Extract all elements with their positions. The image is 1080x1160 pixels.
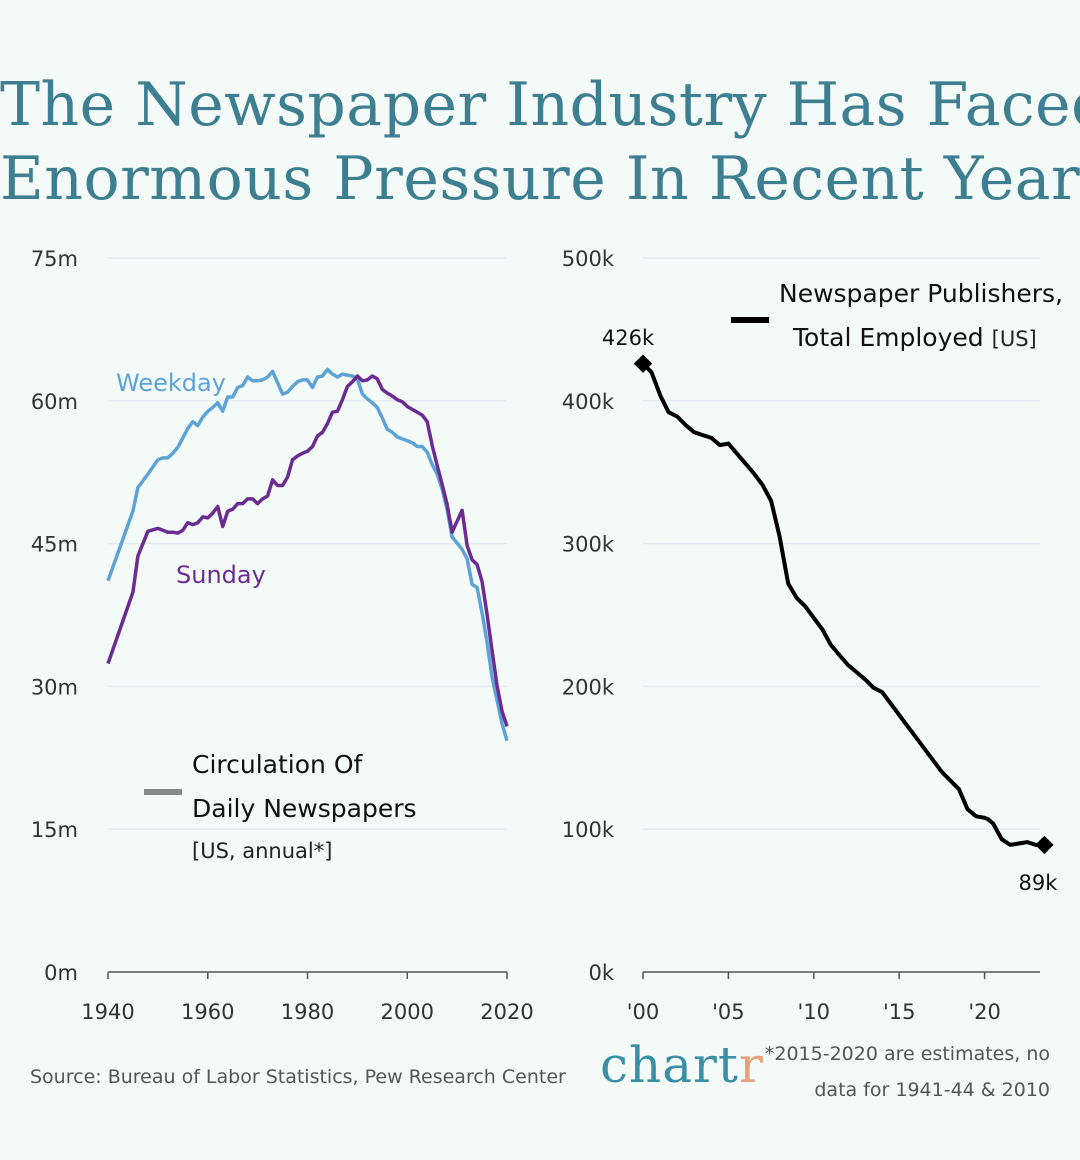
left-x-tick-label: 1940 [81,1000,134,1024]
left-legend-subtitle: [US, annual*] [192,839,332,863]
title-line-1: The Newspaper Industry Has Faced [0,70,1080,140]
right-x-tick-label: '00 [627,1000,660,1024]
right-gridlines [643,257,1040,830]
right-x-tick-label: '20 [968,1000,1001,1024]
right-y-tick-label: 200k [562,675,615,699]
title-line-2: Enormous Pressure In Recent Years [0,144,1080,214]
left-x-tick-label: 2020 [480,1000,533,1024]
right-legend-title-2-text: Total Employed [792,323,984,352]
left-y-tick-label: 30m [31,675,78,699]
estimates-note-line-2: data for 1941-44 & 2010 [814,1079,1050,1101]
right-y-tick-label: 0k [588,961,614,985]
right-legend-title-2: Total Employed [US] [792,323,1037,352]
weekday-label: Weekday [116,369,226,397]
right-x-tick-label: '10 [798,1000,831,1024]
right-x-tick-labels: '00 '05 '10 '15 '20 [627,972,1001,1024]
brand-logo-main: chart [600,1036,740,1094]
left-y-tick-labels: 0m 15m 30m 45m 60m 75m [31,247,78,985]
right-y-tick-labels: 0k 100k 200k 300k 400k 500k [562,247,615,985]
left-y-tick-label: 0m [44,961,78,985]
sunday-label: Sunday [176,561,266,589]
brand-logo-accent: r [739,1036,764,1094]
end-point-marker [1035,835,1054,855]
brand-logo: chartr [600,1036,764,1094]
left-x-tick-label: 2000 [381,1000,434,1024]
weekday-series-line [106,367,509,742]
chart-title: The Newspaper Industry Has Faced Enormou… [0,68,1080,216]
source-note: Source: Bureau of Labor Statistics, Pew … [30,1066,566,1088]
right-y-tick-label: 300k [562,533,615,557]
left-legend-swatch [144,789,182,795]
right-y-tick-label: 400k [562,390,615,414]
right-legend-title-1: Newspaper Publishers, [779,279,1063,308]
left-y-tick-label: 45m [31,533,78,557]
start-point-marker [633,354,653,373]
right-legend-swatch [731,317,769,323]
right-y-tick-label: 100k [562,818,615,842]
end-value-label: 89k [1019,871,1059,895]
employed-series-line [641,362,1045,847]
left-y-tick-label: 15m [31,818,78,842]
left-x-tick-label: 1980 [281,1000,334,1024]
left-legend-title-1: Circulation Of [192,750,363,779]
left-legend-title-2: Daily Newspapers [192,794,417,823]
estimates-note: *2015-2020 are estimates, no data for 19… [765,1036,1050,1108]
left-y-tick-label: 75m [31,247,78,271]
right-x-tick-label: '15 [883,1000,916,1024]
right-y-tick-label: 500k [562,247,615,271]
left-y-tick-label: 60m [31,390,78,414]
estimates-note-line-1: *2015-2020 are estimates, no [764,1043,1050,1065]
start-value-label: 426k [602,326,655,350]
sunday-series-line [106,374,509,727]
right-x-tick-label: '05 [712,1000,745,1024]
left-gridlines [108,257,507,830]
right-legend-subtitle: [US] [992,327,1037,351]
left-x-tick-labels: 1940 1960 1980 2000 2020 [81,972,534,1024]
left-x-tick-label: 1960 [181,1000,234,1024]
